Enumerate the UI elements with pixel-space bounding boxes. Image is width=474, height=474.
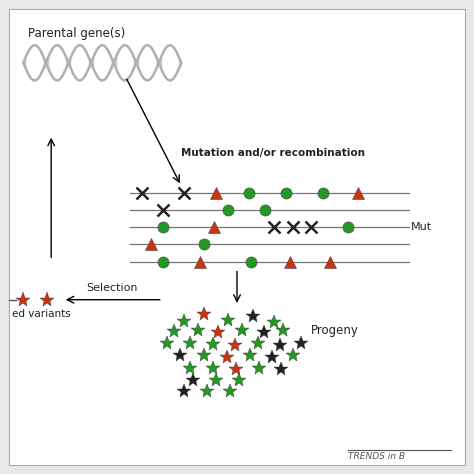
Text: Mut: Mut [411,222,432,232]
Text: Parental gene(s): Parental gene(s) [28,27,125,40]
Text: Mutation and/or recombination: Mutation and/or recombination [181,148,365,158]
Text: Progeny: Progeny [311,324,359,337]
Text: TRENDS in B: TRENDS in B [348,452,405,461]
Text: ed variants: ed variants [12,309,71,319]
FancyBboxPatch shape [9,9,465,465]
Text: Selection: Selection [86,283,137,293]
